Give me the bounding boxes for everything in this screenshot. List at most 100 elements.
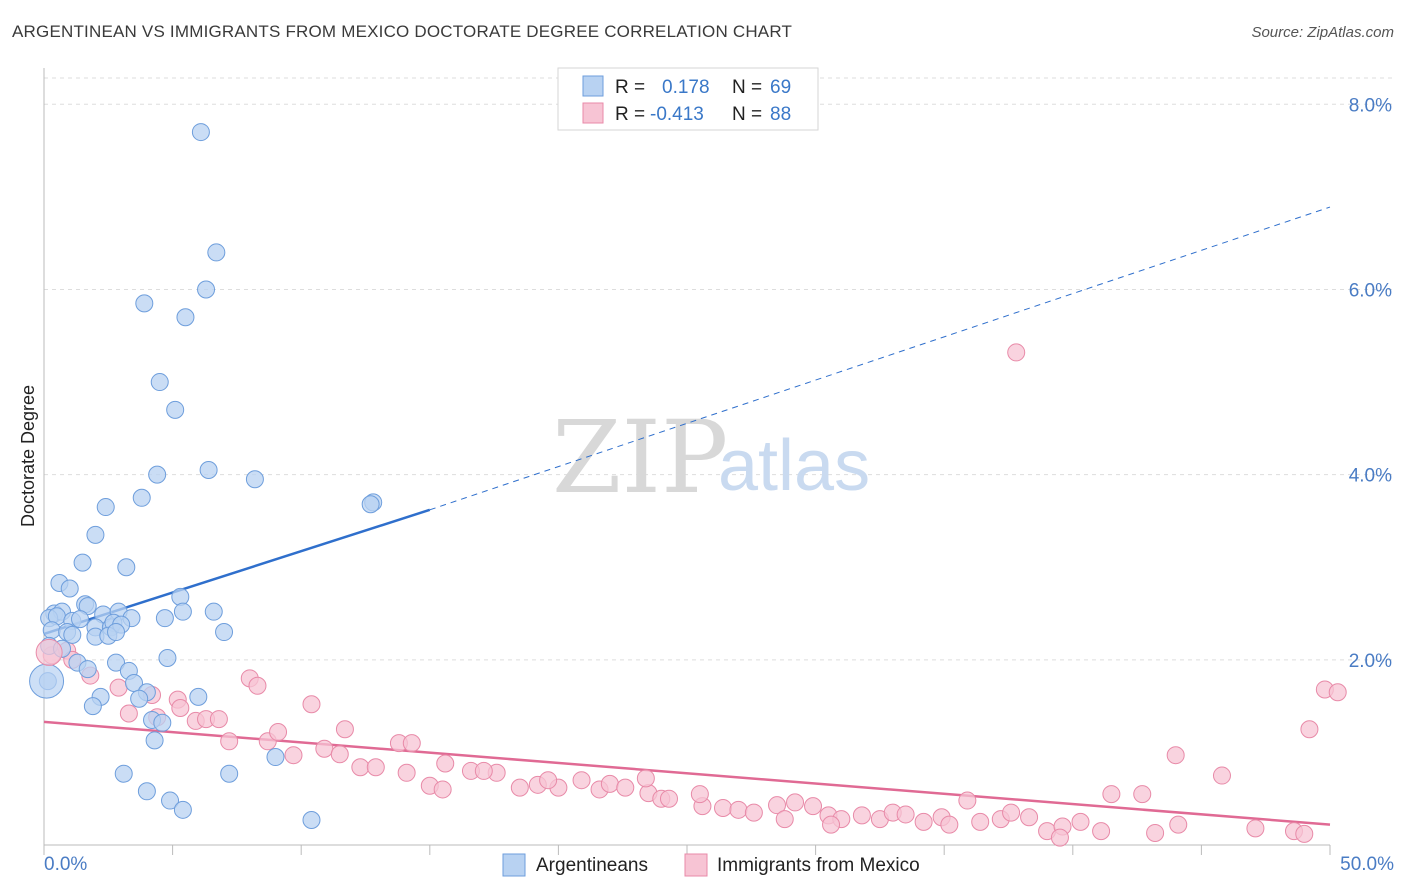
point-mexico (1002, 803, 1021, 822)
point-argentineans (96, 498, 115, 517)
point-mexico (1071, 812, 1090, 831)
x-tick-label: 50.0% (1340, 854, 1394, 875)
point-mexico (1020, 808, 1039, 827)
point-mexico (209, 710, 228, 729)
point-mexico (958, 791, 977, 810)
point-mexico (729, 800, 748, 819)
point-mexico (474, 761, 493, 780)
watermark-atlas: atlas (718, 426, 870, 506)
point-argentineans (158, 648, 177, 667)
point-mexico (768, 796, 787, 815)
point-mexico (366, 758, 385, 777)
point-mexico (600, 774, 619, 793)
point-argentineans (173, 602, 192, 621)
point-mexico (1300, 720, 1319, 739)
point-argentineans (73, 553, 92, 572)
point-mexico (1328, 683, 1347, 702)
point-mexico (402, 734, 421, 753)
point-argentineans (245, 470, 264, 489)
point-argentineans (155, 609, 174, 628)
point-argentineans (204, 602, 223, 621)
point-mexico (1050, 828, 1069, 847)
point-mexico (220, 732, 239, 751)
point-mexico (510, 778, 529, 797)
point-mexico (1133, 785, 1152, 804)
point-argentineans (145, 731, 164, 750)
point-mexico (914, 812, 933, 831)
stats-legend: R = 0.178 N = 69 R = -0.413 N = 88 (557, 67, 819, 131)
source-credit: Source: ZipAtlas.com (1251, 24, 1394, 41)
point-mexico (1092, 822, 1111, 841)
y-tick-label: 2.0% (1349, 651, 1392, 672)
point-argentineans (71, 610, 90, 629)
point-argentineans (176, 308, 195, 327)
point-mexico (248, 676, 267, 695)
point-argentineans (114, 764, 133, 783)
point-argentineans (63, 625, 82, 644)
point-mexico (171, 698, 190, 717)
point-mexico (302, 695, 321, 714)
point-argentineans (161, 791, 180, 810)
point-mexico (397, 763, 416, 782)
point-argentineans (42, 621, 61, 640)
point-mexico (572, 771, 591, 790)
point-argentineans (302, 811, 321, 830)
point-mexico (1212, 766, 1231, 785)
point-argentineans (199, 461, 218, 480)
series-legend-label-argentineans: Argentineans (536, 855, 648, 876)
point-argentineans (173, 800, 192, 819)
point-mexico (436, 754, 455, 773)
point-argentineans (166, 400, 185, 419)
watermark: ZIP atlas (552, 399, 870, 516)
point-mexico (775, 810, 794, 829)
point-argentineans (171, 587, 190, 606)
chart-title: ARGENTINEAN VS IMMIGRANTS FROM MEXICO DO… (12, 22, 793, 41)
y-tick-labels: 2.0% 4.0% 6.0% 8.0% (1349, 95, 1392, 672)
point-argentineans (150, 373, 169, 392)
series-legend-label-mexico: Immigrants from Mexico (717, 855, 920, 876)
grid-lines (44, 77, 1392, 661)
point-argentineans (132, 488, 151, 507)
point-mexico (690, 785, 709, 804)
point-mexico (744, 803, 763, 822)
point-argentineans (60, 579, 79, 598)
y-tick-label: 8.0% (1349, 95, 1392, 116)
point-mexico (269, 723, 288, 742)
point-argentineans (215, 623, 234, 642)
point-mexico (852, 806, 871, 825)
point-argentineans (189, 687, 208, 706)
point-mexico (433, 780, 452, 799)
x-tick-labels: 0.0% 50.0% (44, 854, 1394, 875)
point-mexico (616, 778, 635, 797)
legend-n-label-2: N = (732, 104, 762, 125)
point-argentineans (137, 782, 156, 801)
point-argentineans (153, 713, 172, 732)
point-mexico (659, 789, 678, 808)
data-points (29, 123, 1347, 847)
point-mexico (351, 758, 370, 777)
point-argentineans (266, 748, 285, 767)
point-mexico (822, 815, 841, 834)
legend-r-value-1: 0.178 (662, 77, 710, 98)
watermark-zip: ZIP (552, 399, 728, 516)
point-mexico (330, 745, 349, 764)
point-argentineans (83, 697, 102, 716)
point-mexico (119, 704, 138, 723)
point-argentineans (361, 495, 380, 514)
point-argentineans-cluster (29, 663, 65, 699)
trend-line-mexico (43, 720, 1331, 826)
point-mexico (1295, 824, 1314, 843)
series-legend-swatch-argentineans (502, 853, 526, 877)
point-mexico (896, 805, 915, 824)
point-argentineans (207, 243, 226, 262)
trend-line-argentineans-extension (429, 206, 1331, 511)
point-mexico (315, 739, 334, 758)
y-tick-label: 6.0% (1349, 280, 1392, 301)
point-mexico (1246, 819, 1265, 838)
series-legend-swatch-mexico (684, 853, 708, 877)
point-argentineans (78, 660, 97, 679)
point-argentineans (191, 123, 210, 142)
point-mexico (335, 720, 354, 739)
legend-swatch-argentineans (582, 75, 604, 97)
